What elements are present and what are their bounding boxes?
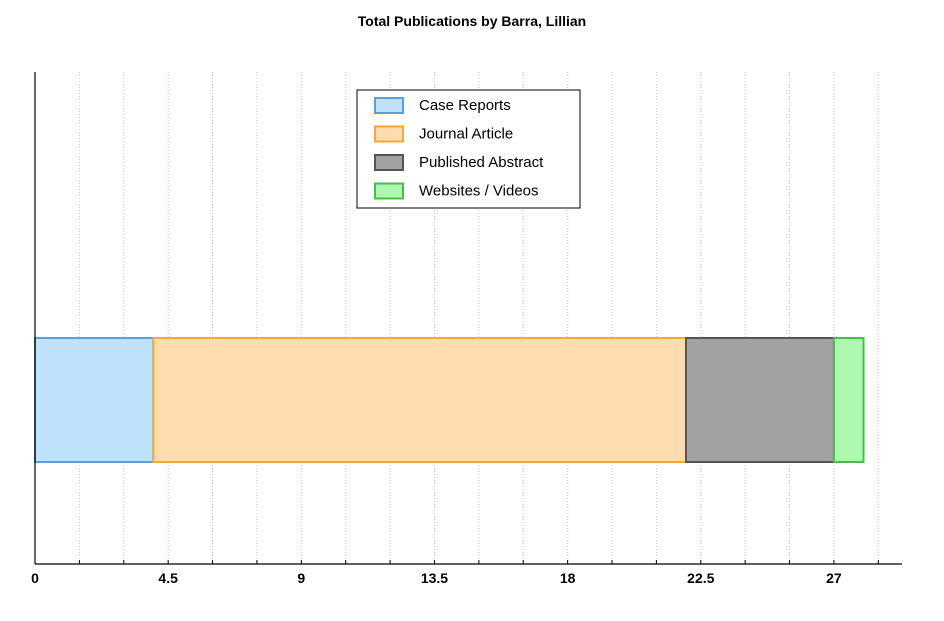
legend-label-2: Published Abstract (419, 154, 544, 171)
bar-segment-websites-videos (832, 337, 865, 463)
legend-swatch-2 (374, 154, 404, 171)
legend-swatch-0 (374, 97, 404, 114)
axes (34, 72, 902, 565)
legend-label-0: Case Reports (419, 97, 511, 114)
x-tick-label-0: 0 (31, 570, 39, 586)
bar-segment-published-abstract (684, 337, 835, 463)
stacked-bar (34, 337, 865, 463)
legend-label-1: Journal Article (419, 126, 513, 143)
x-tick-label-3: 13.5 (421, 570, 448, 586)
x-tick-label-6: 27 (826, 570, 842, 586)
x-tick-label-4: 18 (560, 570, 576, 586)
bar-segment-case-reports (34, 337, 155, 463)
x-tick-label-5: 22.5 (687, 570, 714, 586)
legend-swatch-3 (374, 182, 404, 200)
x-tick-label-2: 9 (297, 570, 305, 586)
x-tick-labels: 0 4.5 9 13.5 18 22.5 27 (31, 570, 842, 586)
legend: Case Reports Journal Article Published Abs… (356, 89, 581, 209)
legend-swatch-1 (374, 125, 404, 143)
bar-segment-journal-article (152, 337, 687, 463)
x-tick-label-1: 4.5 (158, 570, 178, 586)
chart-title: Total Publications by Barra, Lillian (357, 13, 587, 29)
grid-lines (78, 72, 879, 564)
legend-label-3: Websites / Videos (419, 183, 539, 200)
